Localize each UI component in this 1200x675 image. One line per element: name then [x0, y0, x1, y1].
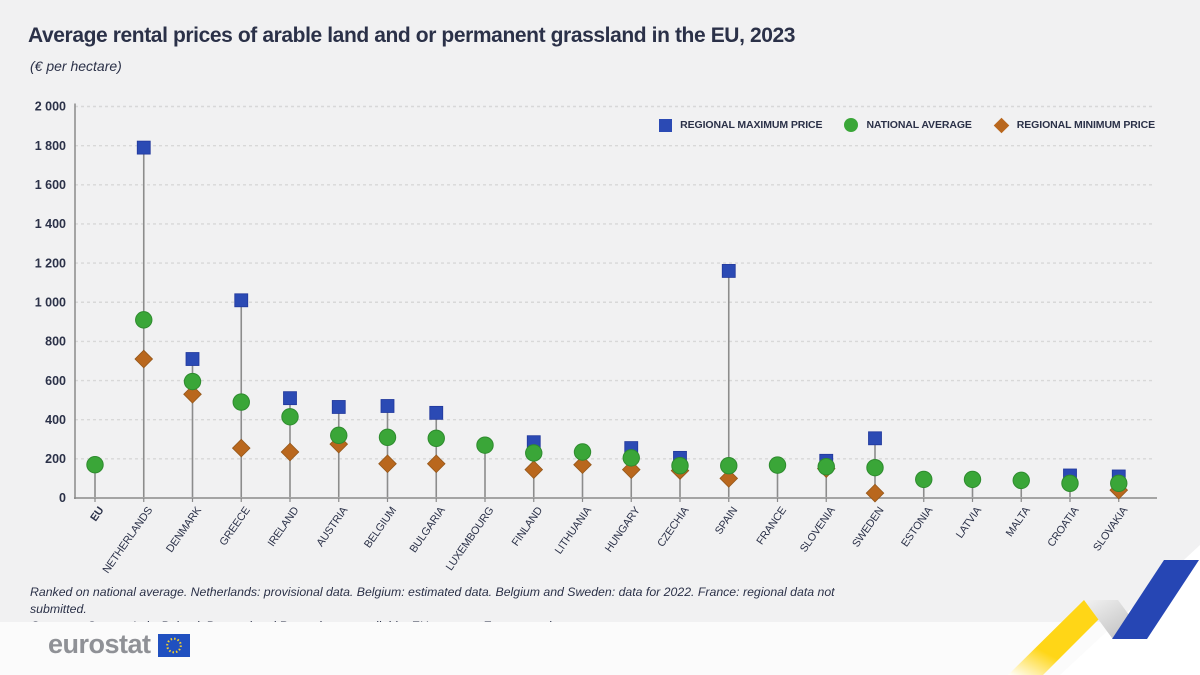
marker-max-bulgaria — [429, 405, 444, 420]
marker-avg-slovakia — [1110, 474, 1128, 493]
marker-avg-latvia — [963, 470, 982, 489]
marker-avg-ireland — [281, 408, 299, 426]
eurostat-zigzag-ribbon-icon — [1008, 545, 1200, 675]
circle-legend-marker-icon — [844, 118, 859, 132]
marker-avg-croatia — [1061, 474, 1079, 493]
x-label-austria: AUSTRIA — [314, 504, 350, 549]
x-label-spain: SPAIN — [713, 505, 740, 537]
marker-avg-netherlands — [135, 311, 153, 329]
x-label-bulgaria: BULGARIA — [407, 504, 448, 555]
marker-min-greece — [231, 438, 251, 458]
x-label-czechia: CZECHIA — [655, 504, 692, 549]
marker-min-belgium — [378, 454, 397, 474]
marker-min-denmark — [183, 384, 202, 404]
marker-max-sweden — [868, 431, 882, 446]
y-tick-label: 600 — [45, 374, 66, 388]
marker-max-belgium — [380, 399, 395, 413]
x-label-luxembourg: LUXEMBOURG — [444, 505, 497, 573]
y-tick-label: 1 200 — [35, 256, 66, 270]
y-tick-label: 1 000 — [35, 295, 66, 309]
marker-avg-hungary — [622, 449, 640, 467]
marker-avg-denmark — [183, 372, 202, 391]
marker-min-sweden — [865, 483, 885, 503]
marker-min-spain — [719, 469, 739, 488]
marker-min-finland — [524, 460, 544, 479]
marker-avg-finland — [525, 444, 543, 462]
x-label-netherlands: NETHERLANDS — [101, 505, 156, 576]
x-label-denmark: DENMARK — [164, 504, 205, 555]
marker-avg-france — [768, 456, 787, 474]
marker-avg-greece — [232, 393, 250, 411]
marker-avg-eu — [86, 456, 104, 474]
legend-label: REGIONAL MAXIMUM PRICE — [680, 119, 823, 131]
legend-label: NATIONAL AVERAGE — [866, 119, 972, 131]
marker-max-austria — [331, 400, 346, 414]
x-label-eu: EU — [88, 505, 106, 524]
eurostat-logo-text: eurostat — [48, 629, 151, 659]
y-tick-label: 800 — [45, 335, 66, 349]
x-label-sweden: SWEDEN — [850, 505, 886, 550]
x-label-slovenia: SLOVENIA — [798, 504, 838, 555]
marker-avg-slovenia — [817, 457, 835, 476]
y-tick-label: 200 — [45, 452, 66, 466]
marker-max-ireland — [283, 391, 297, 406]
page-subtitle: (€ per hectare) — [30, 58, 122, 74]
footer-band — [0, 622, 1200, 675]
legend-item: REGIONAL MINIMUM PRICE — [993, 117, 1155, 133]
x-label-ireland: IRELAND — [266, 505, 302, 549]
legend-item: NATIONAL AVERAGE — [844, 118, 972, 132]
marker-max-denmark — [185, 352, 200, 366]
marker-avg-belgium — [378, 428, 397, 447]
marker-avg-malta — [1012, 471, 1030, 490]
x-label-malta: MALTA — [1004, 504, 1034, 539]
y-tick-label: 2 000 — [35, 100, 66, 114]
marker-avg-bulgaria — [427, 429, 445, 447]
marker-max-spain — [721, 264, 736, 278]
y-tick-label: 0 — [59, 491, 66, 505]
legend-item: REGIONAL MAXIMUM PRICE — [659, 118, 823, 132]
marker-max-netherlands — [136, 140, 151, 155]
marker-avg-lithuania — [573, 443, 592, 461]
y-tick-label: 1 400 — [35, 217, 66, 231]
eurostat-logo: eurostat — [48, 631, 190, 658]
square-legend-marker-icon — [659, 118, 673, 132]
marker-min-bulgaria — [426, 454, 446, 474]
x-label-belgium: BELGIUM — [362, 505, 399, 551]
marker-min-ireland — [280, 442, 300, 462]
marker-avg-spain — [720, 457, 738, 475]
y-tick-label: 1 800 — [35, 139, 66, 153]
marker-min-lithuania — [573, 455, 592, 475]
page-title: Average rental prices of arable land and… — [28, 24, 796, 47]
diamond-legend-marker-icon — [993, 117, 1010, 133]
x-label-lithuania: LITHUANIA — [553, 504, 595, 556]
marker-min-netherlands — [134, 349, 154, 369]
chart-legend: REGIONAL MAXIMUM PRICE NATIONAL AVERAGE RE… — [659, 117, 1155, 133]
x-label-estonia: ESTONIA — [899, 504, 936, 549]
x-label-france: FRANCE — [754, 505, 789, 547]
marker-avg-sweden — [866, 458, 884, 477]
marker-max-greece — [234, 293, 249, 308]
marker-avg-austria — [330, 426, 348, 445]
x-label-hungary: HUNGARY — [603, 505, 643, 555]
marker-avg-estonia — [915, 470, 933, 489]
y-tick-label: 1 600 — [35, 178, 66, 192]
eu-flag-icon — [157, 634, 190, 657]
marker-avg-czechia — [671, 457, 689, 475]
footnote-line-1: Ranked on national average. Netherlands:… — [30, 585, 835, 616]
ribbon-yellow-band — [1008, 600, 1118, 675]
marker-avg-luxembourg — [476, 436, 494, 454]
x-label-finland: FINLAND — [510, 505, 546, 549]
y-tick-label: 400 — [45, 413, 66, 427]
x-label-latvia: LATVIA — [954, 504, 985, 541]
legend-label: REGIONAL MINIMUM PRICE — [1016, 119, 1155, 131]
x-label-greece: GREECE — [217, 505, 252, 548]
ribbon-blue-band — [1112, 560, 1199, 639]
